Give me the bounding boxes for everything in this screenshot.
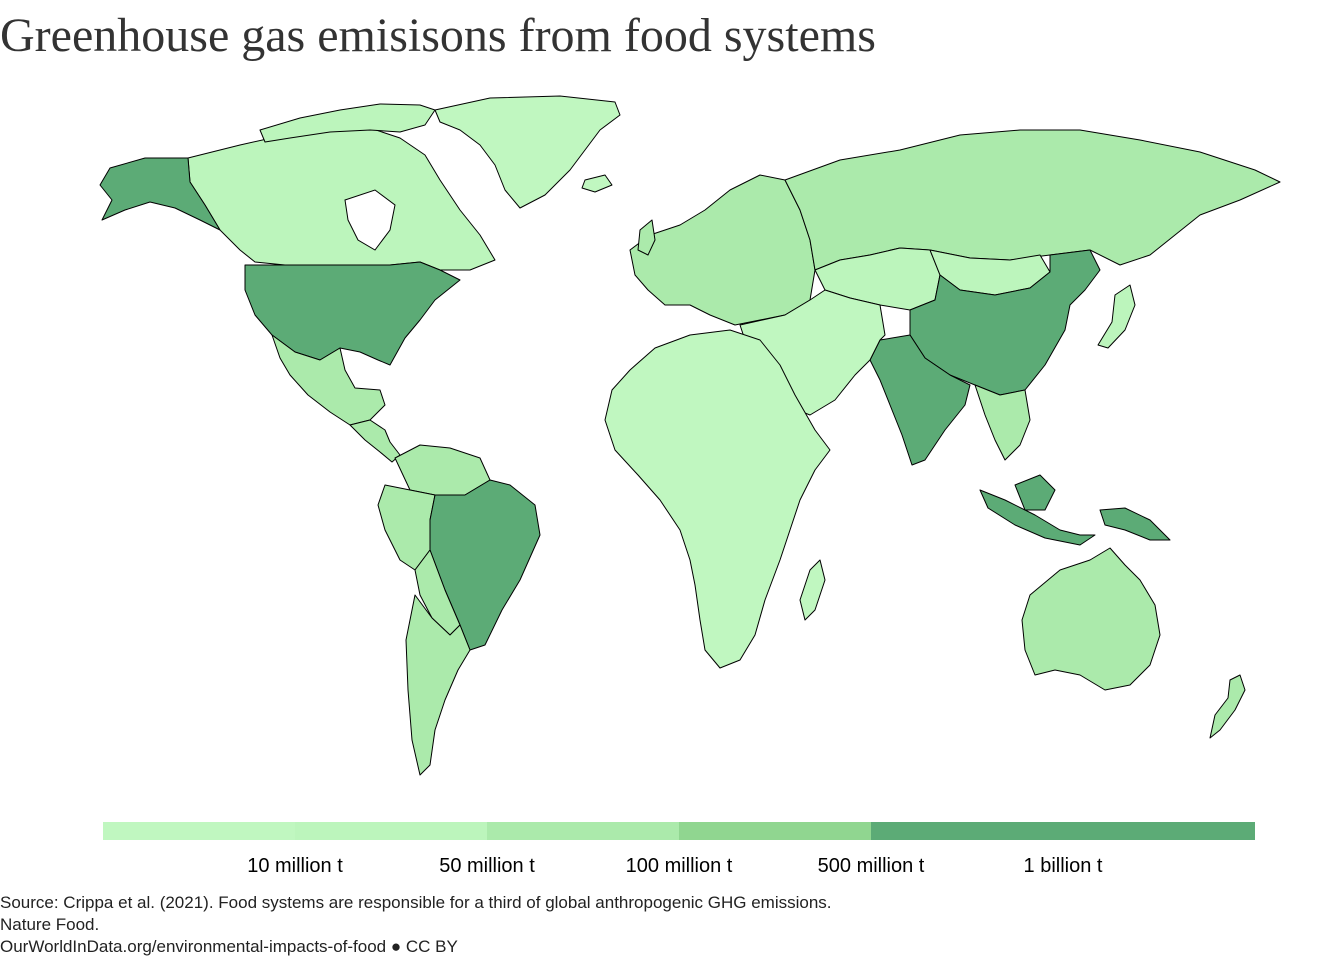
legend-swatch-1 (103, 822, 295, 840)
country-russia[interactable] (784, 129, 1281, 271)
country-australia[interactable] (1021, 547, 1161, 691)
legend-label-100m: 100 million t (625, 855, 733, 877)
world-map (99, 95, 1281, 776)
country-southeast-asia[interactable] (974, 384, 1031, 461)
country-central-america[interactable] (349, 419, 401, 463)
legend-label-500m: 500 million t (817, 855, 925, 877)
country-greenland[interactable] (434, 95, 621, 209)
source-note: Source: Crippa et al. (2021). Food syste… (0, 892, 832, 958)
source-line-1: Source: Crippa et al. (2021). Food syste… (0, 893, 832, 912)
legend-label-50m: 50 million t (439, 855, 535, 877)
hudson-bay (344, 189, 396, 251)
country-borneo[interactable] (1014, 474, 1056, 511)
source-line-2: Nature Food. (0, 915, 100, 934)
country-arctic-islands[interactable] (259, 103, 436, 143)
source-line-3[interactable]: OurWorldInData.org/environmental-impacts… (0, 937, 458, 956)
legend-swatch-6 (1063, 822, 1255, 840)
country-alaska[interactable] (99, 157, 221, 231)
country-png[interactable] (1099, 507, 1171, 541)
legend-swatch-2 (295, 822, 487, 840)
country-canada[interactable] (187, 127, 496, 271)
legend-swatch-5 (871, 822, 1063, 840)
country-madagascar[interactable] (799, 559, 826, 621)
chart-title: Greenhouse gas emisisons from food syste… (0, 9, 876, 62)
legend-label-10m: 10 million t (247, 855, 343, 877)
country-india[interactable] (869, 334, 971, 466)
country-japan[interactable] (1097, 284, 1136, 349)
country-mexico[interactable] (271, 334, 386, 426)
country-argentina[interactable] (405, 594, 471, 776)
country-africa[interactable] (604, 329, 831, 669)
country-china[interactable] (909, 249, 1101, 396)
country-uk[interactable] (637, 219, 656, 256)
country-colombia[interactable] (394, 444, 491, 496)
legend-label-1b: 1 billion t (1023, 855, 1103, 877)
country-europe[interactable] (629, 174, 816, 326)
legend-color-bar (103, 822, 1255, 840)
legend-swatch-3 (487, 822, 679, 840)
country-iceland[interactable] (581, 174, 613, 193)
country-new-zealand[interactable] (1209, 674, 1246, 739)
legend-swatch-4 (679, 822, 871, 840)
